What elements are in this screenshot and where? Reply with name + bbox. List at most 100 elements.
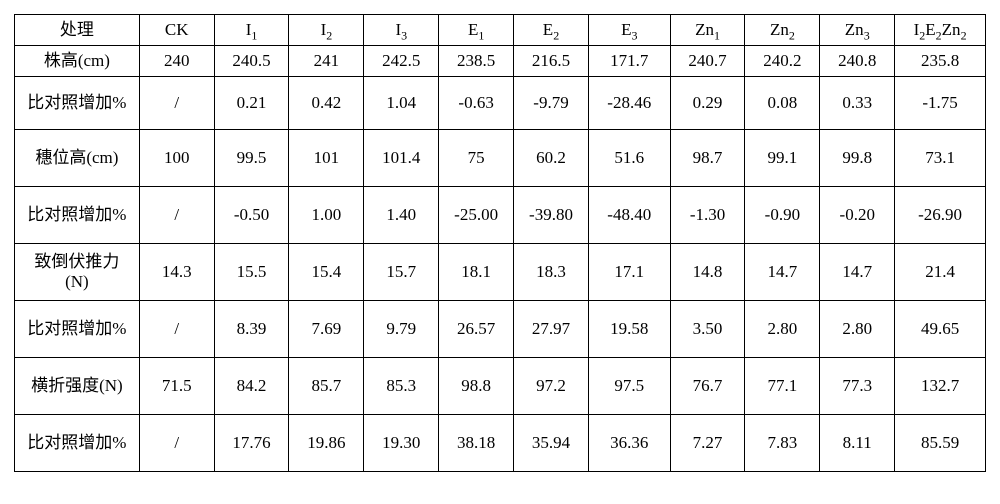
cell: 17.76 (214, 415, 289, 472)
cell: 0.21 (214, 77, 289, 130)
cell: 14.7 (745, 244, 820, 301)
cell: 97.2 (514, 358, 589, 415)
cell: 27.97 (514, 301, 589, 358)
cell: 35.94 (514, 415, 589, 472)
cell: 77.3 (820, 358, 895, 415)
cell: 85.7 (289, 358, 364, 415)
cell: 2.80 (745, 301, 820, 358)
cell: 36.36 (588, 415, 670, 472)
cell: -25.00 (439, 187, 514, 244)
cell: 19.86 (289, 415, 364, 472)
cell: 17.1 (588, 244, 670, 301)
row-label: 横折强度(N) (15, 358, 140, 415)
table-row: 横折强度(N)71.584.285.785.398.897.297.576.77… (15, 358, 986, 415)
cell: 85.3 (364, 358, 439, 415)
cell: -0.63 (439, 77, 514, 130)
table-row: 比对照增加%/8.397.699.7926.5727.9719.583.502.… (15, 301, 986, 358)
table-row: 比对照增加%/-0.501.001.40-25.00-39.80-48.40-1… (15, 187, 986, 244)
cell: 99.5 (214, 130, 289, 187)
header-E2: E2 (514, 15, 589, 46)
cell: -39.80 (514, 187, 589, 244)
cell: -0.50 (214, 187, 289, 244)
row-label: 株高(cm) (15, 46, 140, 77)
cell: -0.20 (820, 187, 895, 244)
header-I3: I3 (364, 15, 439, 46)
cell: 19.58 (588, 301, 670, 358)
cell: 171.7 (588, 46, 670, 77)
row-label: 比对照增加% (15, 187, 140, 244)
cell: 240 (139, 46, 214, 77)
cell: 75 (439, 130, 514, 187)
cell: 240.5 (214, 46, 289, 77)
cell: 8.11 (820, 415, 895, 472)
cell: 60.2 (514, 130, 589, 187)
table-row: 比对照增加%/0.210.421.04-0.63-9.79-28.460.290… (15, 77, 986, 130)
cell: 19.30 (364, 415, 439, 472)
table-row: 穗位高(cm)10099.5101101.47560.251.698.799.1… (15, 130, 986, 187)
cell: 15.7 (364, 244, 439, 301)
cell: 132.7 (895, 358, 986, 415)
row-label: 穗位高(cm) (15, 130, 140, 187)
header-E3: E3 (588, 15, 670, 46)
cell: -28.46 (588, 77, 670, 130)
cell: 1.40 (364, 187, 439, 244)
cell: 3.50 (670, 301, 745, 358)
cell: 7.83 (745, 415, 820, 472)
cell: 26.57 (439, 301, 514, 358)
cell: 84.2 (214, 358, 289, 415)
cell: 71.5 (139, 358, 214, 415)
cell: / (139, 187, 214, 244)
cell: 240.2 (745, 46, 820, 77)
cell: 101.4 (364, 130, 439, 187)
cell: 99.8 (820, 130, 895, 187)
cell: / (139, 77, 214, 130)
cell: -1.30 (670, 187, 745, 244)
cell: 216.5 (514, 46, 589, 77)
header-Zn2: Zn2 (745, 15, 820, 46)
cell: 7.69 (289, 301, 364, 358)
table-header-row: 处理CKI1I2I3E1E2E3Zn1Zn2Zn3I2E2Zn2 (15, 15, 986, 46)
cell: 240.7 (670, 46, 745, 77)
cell: 0.29 (670, 77, 745, 130)
cell: 240.8 (820, 46, 895, 77)
cell: 1.04 (364, 77, 439, 130)
cell: 18.3 (514, 244, 589, 301)
cell: 7.27 (670, 415, 745, 472)
header-label: 处理 (15, 15, 140, 46)
cell: 238.5 (439, 46, 514, 77)
cell: 77.1 (745, 358, 820, 415)
cell: 99.1 (745, 130, 820, 187)
cell: 18.1 (439, 244, 514, 301)
row-label: 比对照增加% (15, 301, 140, 358)
cell: 38.18 (439, 415, 514, 472)
cell: / (139, 415, 214, 472)
table-body: 处理CKI1I2I3E1E2E3Zn1Zn2Zn3I2E2Zn2株高(cm)24… (15, 15, 986, 472)
header-CK: CK (139, 15, 214, 46)
cell: -9.79 (514, 77, 589, 130)
cell: 100 (139, 130, 214, 187)
cell: 8.39 (214, 301, 289, 358)
cell: 0.33 (820, 77, 895, 130)
header-E1: E1 (439, 15, 514, 46)
cell: 9.79 (364, 301, 439, 358)
cell: 21.4 (895, 244, 986, 301)
table-row: 比对照增加%/17.7619.8619.3038.1835.9436.367.2… (15, 415, 986, 472)
cell: 76.7 (670, 358, 745, 415)
header-I2E2Zn2: I2E2Zn2 (895, 15, 986, 46)
cell: -26.90 (895, 187, 986, 244)
cell: 15.4 (289, 244, 364, 301)
table-row: 致倒伏推力(N)14.315.515.415.718.118.317.114.8… (15, 244, 986, 301)
cell: -1.75 (895, 77, 986, 130)
header-Zn3: Zn3 (820, 15, 895, 46)
cell: 97.5 (588, 358, 670, 415)
cell: 101 (289, 130, 364, 187)
cell: 14.3 (139, 244, 214, 301)
cell: 98.8 (439, 358, 514, 415)
data-table: 处理CKI1I2I3E1E2E3Zn1Zn2Zn3I2E2Zn2株高(cm)24… (14, 14, 986, 472)
cell: 14.8 (670, 244, 745, 301)
cell: 49.65 (895, 301, 986, 358)
cell: 242.5 (364, 46, 439, 77)
cell: 1.00 (289, 187, 364, 244)
cell: 14.7 (820, 244, 895, 301)
cell: 0.08 (745, 77, 820, 130)
